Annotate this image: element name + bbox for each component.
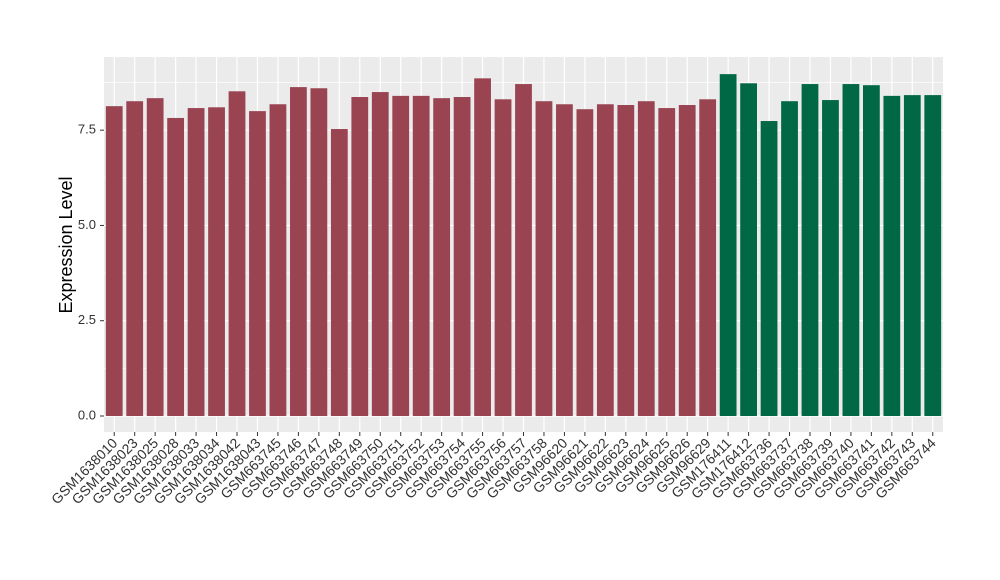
bar	[924, 95, 942, 416]
bar	[903, 95, 921, 416]
bar	[126, 101, 144, 416]
bar	[596, 104, 614, 416]
bar	[105, 106, 123, 416]
bar	[556, 104, 573, 416]
bar	[576, 109, 594, 416]
y-tick-label: 0.0	[78, 407, 96, 422]
bar	[249, 111, 266, 416]
bar	[842, 84, 860, 416]
y-axis-title: Expression Level	[56, 176, 76, 313]
bars	[105, 74, 942, 416]
y-tick-label: 5.0	[78, 217, 96, 232]
bar	[146, 98, 164, 416]
bar	[412, 95, 430, 416]
bar	[637, 101, 655, 416]
bar	[269, 104, 287, 416]
bar	[658, 108, 676, 416]
y-tick-label: 7.5	[78, 122, 96, 137]
bar	[392, 95, 410, 416]
bar	[330, 129, 348, 416]
bar	[351, 97, 369, 416]
bar	[883, 95, 901, 416]
bar	[290, 87, 307, 416]
bar	[781, 101, 798, 416]
bar	[535, 101, 553, 416]
bar	[371, 92, 389, 416]
bar	[617, 105, 635, 416]
bar	[699, 99, 717, 416]
bar	[208, 107, 225, 416]
bar	[719, 74, 737, 416]
bar	[515, 84, 532, 416]
bar	[453, 97, 471, 416]
bar	[310, 88, 328, 416]
bar	[862, 85, 880, 416]
bar	[494, 99, 512, 416]
bar	[474, 78, 491, 416]
bar	[740, 83, 757, 416]
bar	[822, 100, 839, 416]
bar	[228, 91, 246, 416]
bar	[678, 105, 696, 416]
bar	[760, 121, 778, 416]
y-tick-label: 2.5	[78, 312, 96, 327]
bar	[801, 84, 819, 416]
bar	[167, 117, 185, 416]
bar	[187, 108, 205, 416]
bar	[433, 98, 451, 416]
